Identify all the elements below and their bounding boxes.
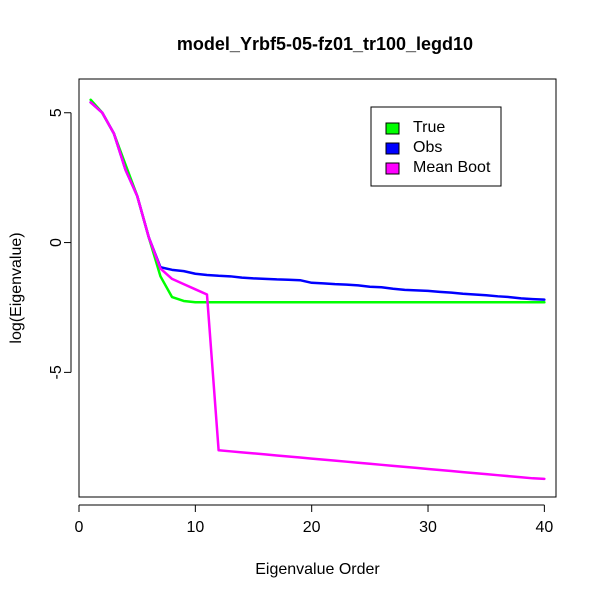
y-tick-label: 5 (48, 108, 65, 117)
y-axis: -5 0 5 (48, 108, 72, 379)
series-line-true (89, 98, 546, 304)
legend-label-mean-boot: Mean Boot (413, 159, 491, 176)
legend: True Obs Mean Boot (370, 106, 502, 187)
y-axis-label: log(Eigenvalue) (8, 232, 25, 343)
y-tick-label: 0 (48, 238, 65, 247)
series-group (89, 98, 546, 481)
chart-title: model_Yrbf5-05-fz01_tr100_legd10 (177, 34, 473, 54)
x-tick-label: 0 (75, 519, 84, 536)
x-axis-label: Eigenvalue Order (255, 561, 380, 578)
x-tick-label: 30 (419, 519, 437, 536)
x-tick-label: 10 (186, 519, 204, 536)
legend-items: True Obs Mean Boot (385, 119, 491, 176)
legend-swatch-mean-boot (385, 162, 400, 175)
legend-swatch-true (385, 122, 400, 135)
x-tick-label: 20 (303, 519, 321, 536)
legend-label-obs: Obs (413, 139, 442, 156)
x-tick-label: 40 (535, 519, 553, 536)
series-line-mean-boot (89, 101, 546, 481)
legend-swatch-obs (385, 142, 400, 155)
legend-label-true: True (413, 119, 445, 136)
plot-area-border (78, 78, 557, 498)
x-axis: 0 10 20 30 40 (75, 504, 553, 536)
series-line-obs (89, 101, 546, 301)
y-tick-label: -5 (48, 365, 65, 379)
